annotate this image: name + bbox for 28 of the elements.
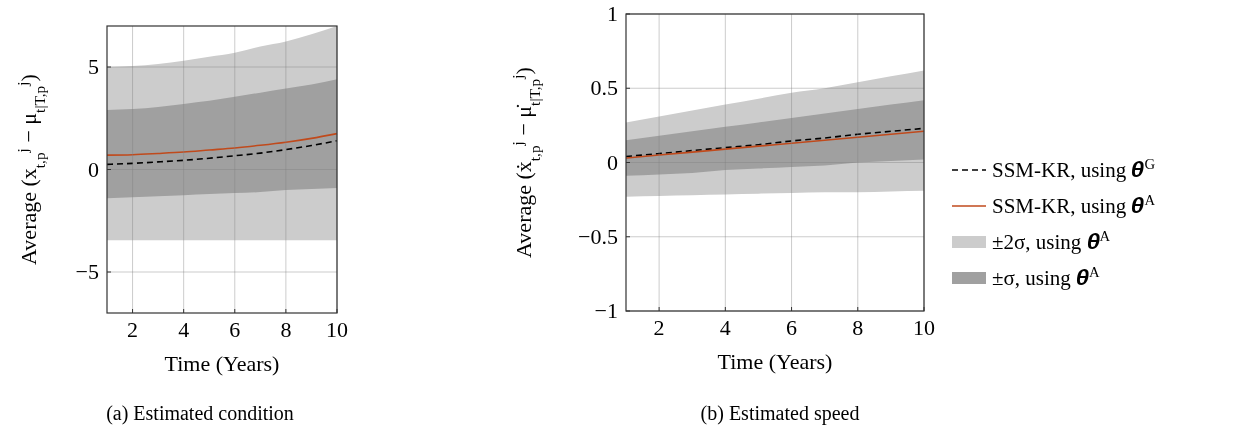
line-series [106, 140, 338, 166]
x-tick-label: 6 [786, 315, 798, 340]
x-tick-label: 6 [229, 317, 241, 342]
y-tick-label: 5 [88, 54, 99, 79]
y-tick-label: −5 [75, 259, 99, 284]
y-tick-label: −1 [594, 298, 618, 323]
x-tick-label: 8 [280, 317, 292, 342]
text: (a) Estimated condition [106, 402, 294, 425]
x-axis-title: Time (Years) [164, 351, 280, 376]
x-tick-label: 4 [178, 317, 190, 342]
x-tick-label: 2 [653, 315, 665, 340]
x-tick-label: 8 [852, 315, 864, 340]
legend-label: SSM-KR, using 𝜽$^{A}$ [992, 192, 1156, 218]
x-tick-label: 4 [719, 315, 731, 340]
line-series [106, 132, 338, 156]
text: (b) Estimated speed [700, 402, 860, 425]
x-tick-label: 10 [913, 315, 935, 340]
y-tick-label: 0 [607, 149, 618, 175]
legend-label: ±σ, using 𝜽$^{A}$ [992, 264, 1101, 290]
y-tick-label: 0.5 [590, 75, 618, 101]
legend-label: SSM-KR, using 𝜽$^{G}$ [992, 156, 1156, 182]
y-tick-label: 1 [607, 1, 618, 26]
y-tick-label: −0.5 [578, 223, 618, 249]
x-tick-label: 2 [127, 317, 139, 342]
legend-label: ±2σ, using 𝜽$^{A}$ [992, 228, 1111, 254]
x-tick-label: 10 [326, 317, 348, 342]
y-tick-label: 0 [88, 156, 99, 182]
x-axis-title: Time (Years) [717, 349, 833, 374]
